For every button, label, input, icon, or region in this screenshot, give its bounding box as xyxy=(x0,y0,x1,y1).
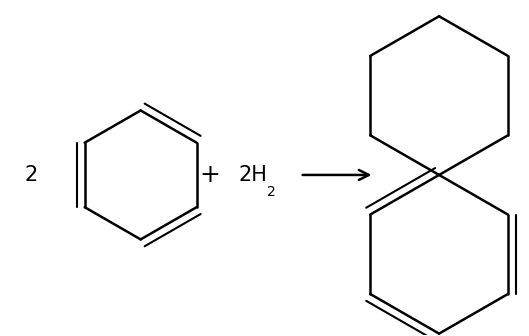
Text: +: + xyxy=(200,163,221,187)
Text: 2H: 2H xyxy=(238,165,267,185)
Text: 2: 2 xyxy=(267,185,276,199)
Text: 2: 2 xyxy=(25,165,38,185)
